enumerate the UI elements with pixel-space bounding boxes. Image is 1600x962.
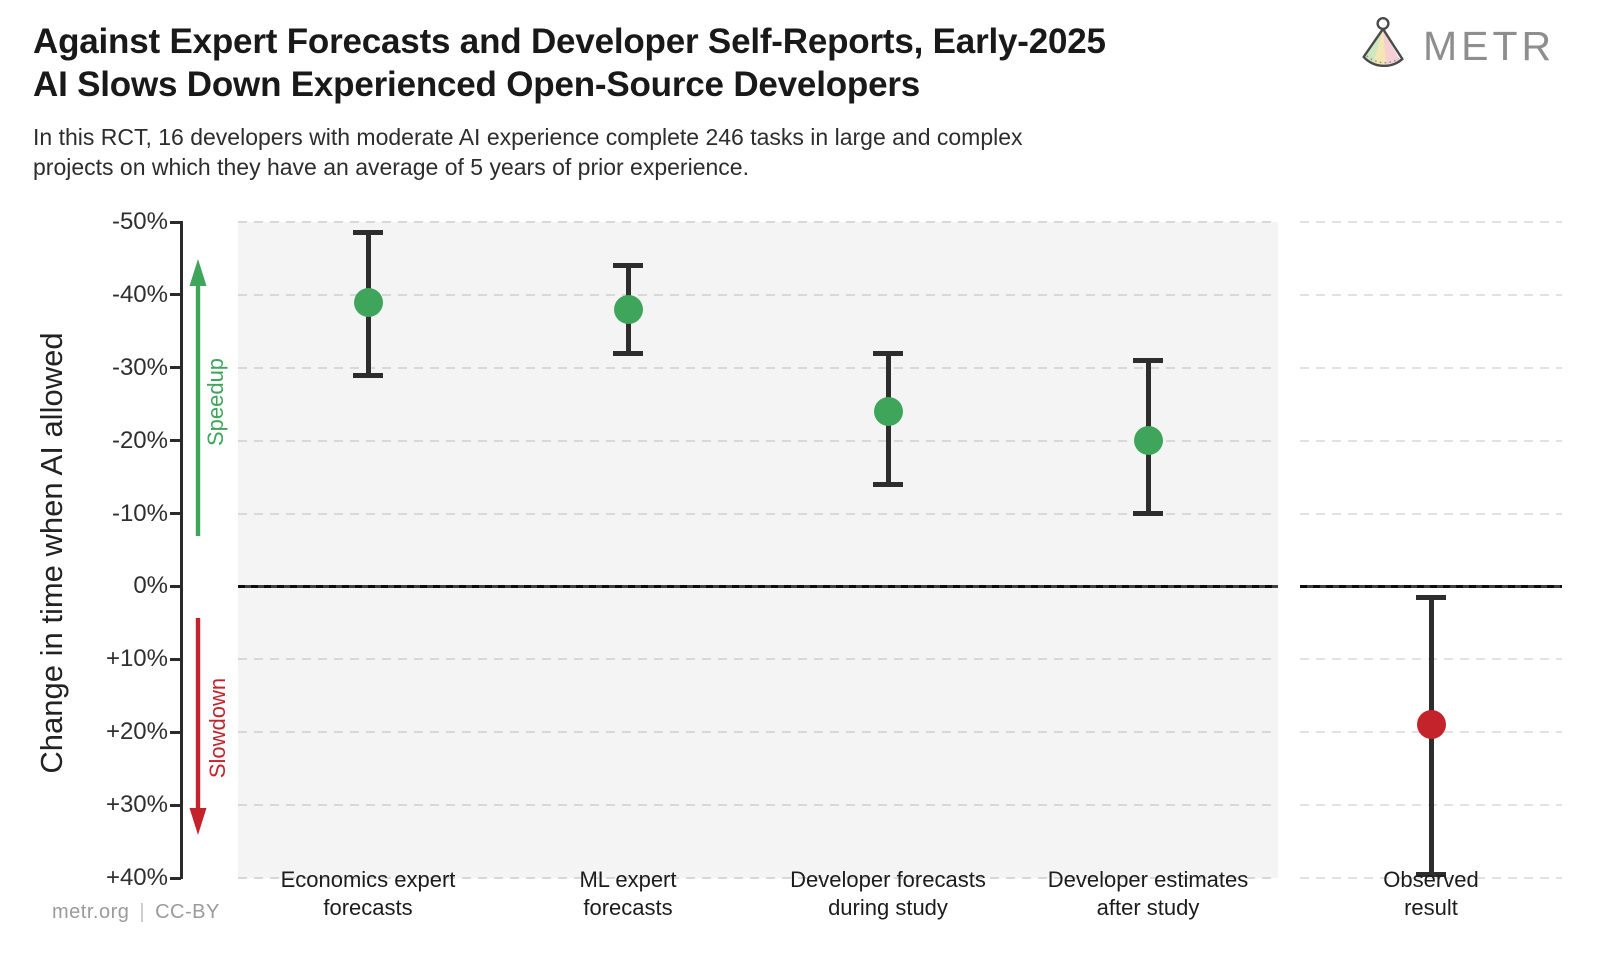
data-point [613, 294, 643, 324]
y-tick-mark [170, 803, 181, 807]
errorbar-cap-top [1133, 357, 1163, 363]
data-point [353, 287, 383, 317]
x-axis-label: Developer forecasts during study [738, 866, 1038, 922]
metr-logo: METR [1358, 16, 1555, 77]
y-tick-mark [170, 439, 181, 443]
source-link: metr.org [52, 901, 130, 923]
gridline [238, 221, 1278, 223]
errorbar-cap-top [613, 263, 643, 269]
x-axis-label-line2: result [1404, 895, 1458, 920]
errorbar-cap-bottom [1416, 871, 1446, 877]
x-axis-label-line2: forecasts [323, 895, 413, 920]
x-axis-label-line2: during study [828, 895, 948, 920]
y-tick-label: +40% [105, 864, 168, 891]
y-tick-label: +10% [105, 645, 168, 673]
x-axis-label-line2: after study [1096, 895, 1200, 920]
title-line-2: AI Slows Down Experienced Open-Source De… [33, 65, 921, 104]
x-axis-label: Developer estimates after study [998, 866, 1298, 922]
gridline [1300, 366, 1562, 369]
y-tick-label: -20% [111, 426, 168, 454]
forecast-panel-background [238, 222, 1278, 878]
gridline [1300, 293, 1562, 296]
errorbar-cap-top [353, 230, 383, 236]
gridline [238, 877, 1278, 879]
data-point [873, 397, 903, 426]
speedup-arrow-icon [188, 256, 208, 547]
chart-subtitle: In this RCT, 16 developers with moderate… [33, 122, 1023, 182]
gridline [238, 366, 1278, 369]
gridline [1300, 221, 1562, 223]
x-axis-label-line1: Developer forecasts [790, 867, 986, 892]
x-axis-label: Observed result [1281, 866, 1581, 922]
x-axis-label: Economics expert forecasts [218, 866, 518, 922]
x-axis-label-line2: forecasts [583, 895, 673, 920]
zero-line-dashes [238, 584, 1278, 588]
zero-line-dashes [1300, 584, 1562, 588]
metr-pendulum-icon [1358, 16, 1408, 77]
y-tick-label: -30% [111, 353, 168, 381]
license-label: CC-BY [155, 901, 220, 923]
y-tick-label: 0% [133, 572, 168, 600]
y-tick-mark [170, 293, 181, 297]
y-tick-mark [170, 730, 181, 734]
subtitle-line-2: projects on which they have an average o… [33, 154, 749, 180]
errorbar-cap-bottom [613, 350, 643, 356]
y-tick-mark [170, 366, 181, 370]
gridline [238, 731, 1278, 734]
x-axis-label: ML expert forecasts [478, 866, 778, 922]
gridline [238, 804, 1278, 807]
y-tick-mark [170, 220, 181, 224]
gridline [238, 439, 1278, 442]
errorbar-cap-top [873, 350, 903, 356]
errorbar-cap-top [1416, 594, 1446, 600]
footer-separator: | [139, 901, 146, 923]
errorbar-cap-bottom [873, 481, 903, 487]
title-line-1: Against Expert Forecasts and Developer S… [33, 22, 1106, 61]
x-axis-label-line1: ML expert [579, 867, 677, 892]
y-tick-mark [170, 584, 181, 588]
gridline [238, 658, 1278, 661]
errorbar-cap-bottom [353, 372, 383, 378]
y-tick-mark [170, 876, 181, 880]
slowdown-arrow-icon [188, 614, 208, 843]
y-tick-label: -40% [111, 280, 168, 308]
data-point [1416, 710, 1446, 740]
gridline [1300, 877, 1562, 879]
y-tick-label: -50% [111, 208, 168, 235]
gridline [238, 512, 1278, 515]
x-axis-label-line1: Observed [1383, 867, 1479, 892]
y-tick-mark [170, 657, 181, 661]
page-title: Against Expert Forecasts and Developer S… [33, 20, 1106, 106]
y-tick-mark [170, 512, 181, 516]
data-point [1133, 426, 1163, 456]
y-axis-spine [180, 221, 183, 879]
x-axis-label-line1: Economics expert [280, 867, 456, 892]
subtitle-line-1: In this RCT, 16 developers with moderate… [33, 124, 1023, 150]
gridline [1300, 512, 1562, 515]
gridline [1300, 439, 1562, 442]
errorbar-cap-bottom [1133, 511, 1163, 517]
y-tick-label: +20% [105, 718, 168, 746]
y-tick-label: -10% [111, 499, 168, 527]
brand-name: METR [1423, 23, 1556, 69]
attribution: metr.org | CC-BY [52, 901, 220, 924]
gridline [238, 293, 1278, 296]
x-axis-label-line1: Developer estimates [1047, 867, 1249, 892]
y-tick-label: +30% [105, 791, 168, 819]
